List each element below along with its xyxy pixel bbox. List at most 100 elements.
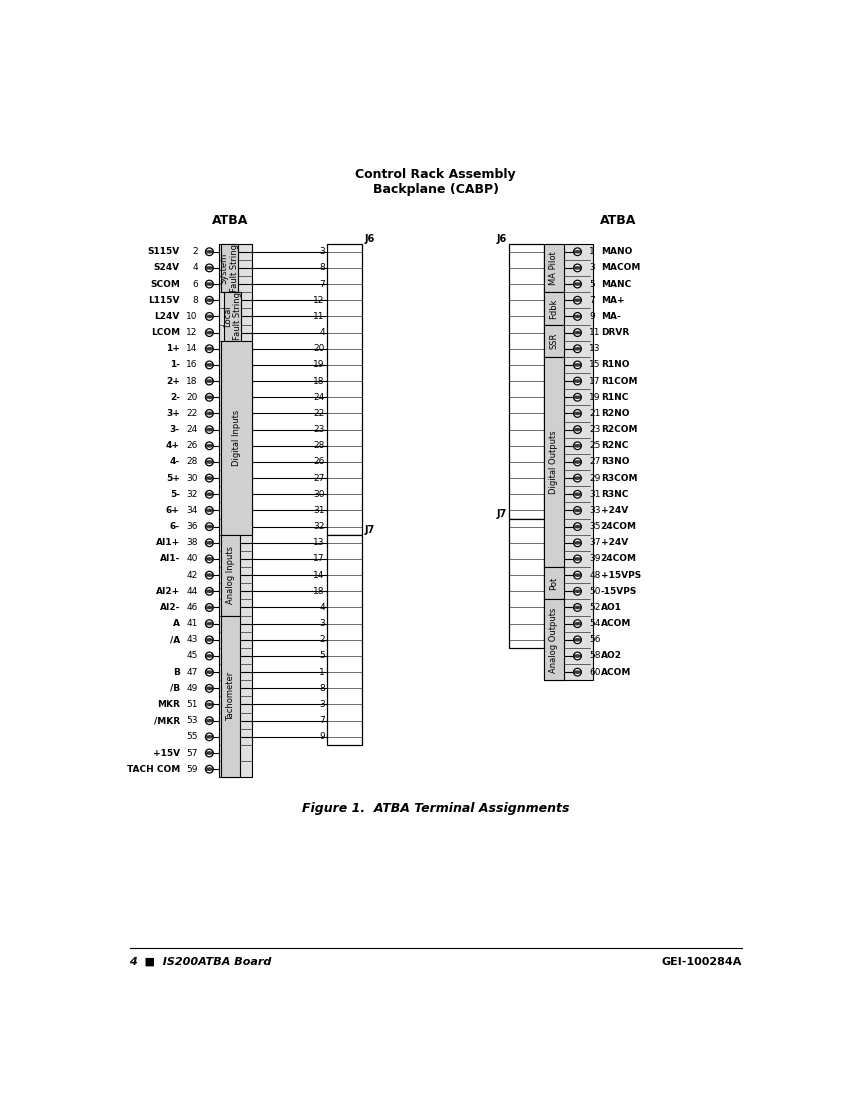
Circle shape [574, 571, 581, 579]
Text: 27: 27 [589, 458, 600, 466]
Text: ACOM: ACOM [601, 668, 631, 676]
Text: 6-: 6- [170, 522, 180, 531]
Circle shape [574, 652, 581, 660]
Text: 7: 7 [319, 279, 325, 288]
Text: 8: 8 [319, 263, 325, 273]
Text: 3: 3 [589, 263, 595, 273]
Text: Tachometer: Tachometer [226, 672, 235, 721]
Circle shape [574, 587, 581, 595]
Text: 52: 52 [589, 603, 600, 612]
Text: MKR: MKR [157, 700, 180, 710]
Text: 3-: 3- [170, 425, 180, 435]
Circle shape [206, 733, 213, 740]
Circle shape [574, 296, 581, 304]
Circle shape [206, 409, 213, 417]
Text: 28: 28 [314, 441, 325, 450]
Text: 22: 22 [186, 409, 198, 418]
Text: R3NO: R3NO [601, 458, 629, 466]
Circle shape [574, 539, 581, 547]
Bar [218, 244, 252, 778]
Text: 24: 24 [314, 393, 325, 402]
Circle shape [206, 522, 213, 530]
Circle shape [206, 296, 213, 304]
Circle shape [206, 539, 213, 547]
Text: J6: J6 [365, 234, 375, 244]
Text: 11: 11 [547, 522, 558, 531]
Circle shape [206, 652, 213, 660]
Text: 26: 26 [186, 441, 198, 450]
Text: 12: 12 [547, 538, 558, 548]
Text: 7: 7 [589, 296, 595, 305]
Text: 5-: 5- [170, 490, 180, 498]
Bar [544, 356, 564, 568]
Text: 7: 7 [319, 716, 325, 725]
Text: A: A [173, 619, 180, 628]
Circle shape [206, 701, 213, 708]
Bar [544, 324, 564, 356]
Text: 8: 8 [192, 296, 198, 305]
Text: 6+: 6+ [166, 506, 180, 515]
Circle shape [574, 426, 581, 433]
Text: 16: 16 [547, 603, 558, 612]
Text: 32: 32 [314, 522, 325, 531]
Text: R1NO: R1NO [601, 361, 629, 370]
Text: MACOM: MACOM [601, 263, 640, 273]
Text: L115V: L115V [149, 296, 180, 305]
Circle shape [574, 556, 581, 563]
Text: 17: 17 [547, 361, 558, 370]
Text: 29: 29 [547, 409, 558, 418]
Text: 19: 19 [547, 586, 558, 596]
Text: 15: 15 [589, 361, 601, 370]
Text: R2COM: R2COM [601, 425, 638, 435]
Text: 3: 3 [319, 700, 325, 710]
Text: 12: 12 [314, 296, 325, 305]
Text: 23: 23 [589, 425, 600, 435]
Circle shape [574, 604, 581, 612]
Circle shape [206, 766, 213, 773]
Circle shape [574, 280, 581, 288]
Text: 25: 25 [547, 393, 558, 402]
Text: 18: 18 [186, 376, 198, 386]
Text: Digital Outputs: Digital Outputs [549, 430, 558, 494]
Text: MANO: MANO [601, 248, 632, 256]
Text: 47: 47 [186, 668, 198, 676]
Circle shape [574, 329, 581, 337]
Bar [327, 535, 362, 745]
Circle shape [574, 377, 581, 385]
Text: L24V: L24V [155, 312, 180, 321]
Circle shape [206, 491, 213, 498]
Text: 49: 49 [186, 684, 198, 693]
Bar [327, 244, 362, 535]
Text: ATBA: ATBA [599, 214, 636, 227]
Circle shape [206, 264, 213, 272]
Bar [224, 293, 241, 341]
Circle shape [206, 669, 213, 676]
Text: R1NC: R1NC [601, 393, 628, 402]
Text: 13: 13 [547, 344, 558, 353]
Circle shape [206, 619, 213, 627]
Text: System
Fault String: System Fault String [220, 244, 239, 292]
Text: 24: 24 [186, 425, 198, 435]
Circle shape [574, 669, 581, 676]
Text: 3: 3 [319, 248, 325, 256]
Text: R2NO: R2NO [601, 409, 629, 418]
Text: -15VPS: -15VPS [601, 586, 637, 596]
Text: AO2: AO2 [601, 651, 621, 660]
Text: 19: 19 [314, 361, 325, 370]
Bar [544, 244, 593, 680]
Text: 58: 58 [589, 651, 601, 660]
Text: J7: J7 [365, 525, 375, 535]
Text: S24V: S24V [154, 263, 180, 273]
Text: 4  ■  IS200ATBA Board: 4 ■ IS200ATBA Board [129, 957, 272, 967]
Text: 57: 57 [186, 748, 198, 758]
Bar [509, 244, 544, 518]
Text: 6: 6 [547, 312, 553, 321]
Text: 20: 20 [186, 393, 198, 402]
Text: 2+: 2+ [166, 376, 180, 386]
Text: AI1+: AI1+ [156, 538, 180, 548]
Text: J6: J6 [496, 234, 507, 244]
Text: LCOM: LCOM [150, 328, 180, 337]
Text: /MKR: /MKR [154, 716, 180, 725]
Circle shape [574, 345, 581, 353]
Text: 15: 15 [547, 619, 558, 628]
